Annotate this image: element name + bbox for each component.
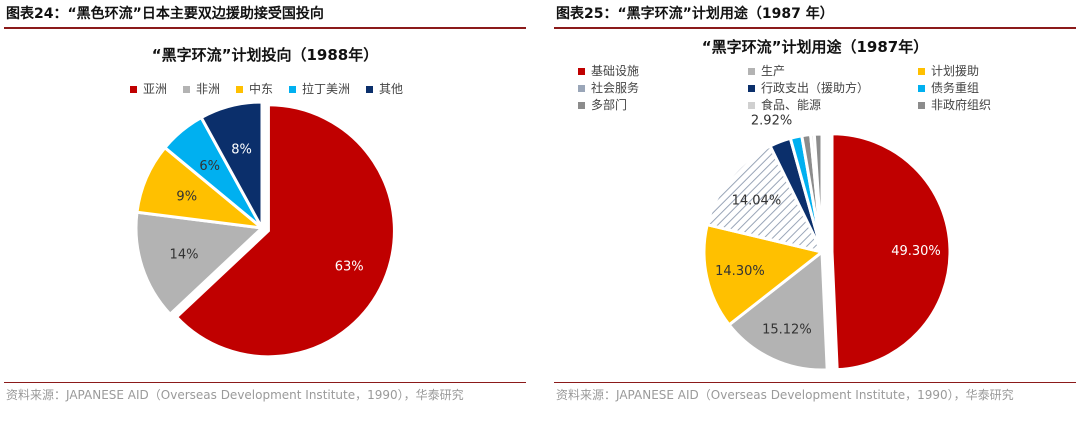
legend-label: 亚洲 (143, 82, 168, 96)
pie-slice-2 (702, 222, 826, 327)
legend-label: 基础设施 (591, 64, 640, 78)
left-figure-title: 图表24：“黑色环流”日本主要双边援助接受国投向 (6, 6, 324, 22)
pie-data-label: 9% (176, 189, 197, 204)
legend-label: 拉丁美洲 (302, 82, 351, 96)
pie-slice-1 (134, 210, 266, 317)
left-pie-chart: 63% 14% 9%6% 8% (134, 100, 396, 359)
legend-item: 拉丁美洲 (289, 80, 350, 97)
legend-label: 食品、能源 (761, 98, 822, 112)
pie-slice-3 (705, 143, 825, 255)
right-chart-title: “黑字环流”计划用途（1987年） (701, 38, 929, 56)
left-source-note: 资料来源：JAPANESE AID（Overseas Development I… (6, 388, 464, 402)
legend-swatch (748, 102, 755, 109)
pie-data-label: 8% (231, 143, 252, 158)
legend-label: 其他 (379, 82, 404, 96)
pie-slice-1 (727, 249, 829, 372)
legend-item: 基础设施 (578, 62, 639, 79)
right-source-note: 资料来源：JAPANESE AID（Overseas Development I… (556, 388, 1014, 402)
legend-label: 多部门 (591, 98, 628, 112)
legend-swatch (578, 68, 585, 75)
legend-swatch (748, 68, 755, 75)
legend-item: 非洲 (183, 80, 220, 97)
legend-label: 中东 (249, 82, 274, 96)
pie-data-label: 15.12% (762, 322, 812, 337)
legend-swatch (183, 86, 190, 93)
pie-data-label: 2.92% (751, 113, 792, 128)
legend-label: 社会服务 (591, 81, 640, 95)
pie-data-label: 49.30% (891, 244, 941, 259)
legend-swatch (578, 102, 585, 109)
pie-data-label: 14.04% (732, 194, 782, 209)
pie-data-label: 63% (335, 260, 364, 275)
legend-swatch (130, 86, 137, 93)
left-source-rule (4, 382, 526, 383)
legend-item: 其他 (366, 80, 403, 97)
pie-slice-0 (174, 103, 396, 359)
legend-swatch (918, 85, 925, 92)
legend-label: 债务重组 (931, 81, 980, 95)
pie-slice-0 (830, 132, 952, 372)
legend-swatch (289, 86, 296, 93)
pie-slice-4 (199, 100, 264, 229)
legend-item: 债务重组 (918, 79, 979, 96)
legend-swatch (918, 68, 925, 75)
legend-item: 中东 (236, 80, 273, 97)
legend-label: 非洲 (196, 82, 221, 96)
legend-item: 食品、能源 (748, 96, 821, 113)
right-figure-title: 图表25：“黑字环流”计划用途（1987 年） (556, 6, 834, 22)
legend-item: 计划援助 (918, 62, 979, 79)
pie-data-label: 6% (199, 159, 220, 174)
pie-slice-8 (812, 132, 824, 253)
right-pie-chart: 49.30% 15.12% 14.30% 14.04% 2.92%1.58% (702, 112, 952, 372)
pie-data-label: 1.58% (768, 112, 809, 115)
legend-label: 计划援助 (931, 64, 980, 78)
right-chart-legend: 基础设施 生产 计划援助社会服务 行政支出（援助方） 债务重组多部门 食品、能源 非政府组织 (578, 62, 1068, 116)
legend-item: 亚洲 (130, 80, 167, 97)
legend-swatch (748, 85, 755, 92)
pie-data-label: 14% (170, 247, 199, 262)
legend-swatch (918, 102, 925, 109)
left-chart-legend: 亚洲 非洲 中东 拉丁美洲 其他 (0, 80, 530, 100)
legend-item: 生产 (748, 62, 785, 79)
left-figure-panel: 图表24：“黑色环流”日本主要双边援助接受国投向 “黑字环流”计划投向（1988… (0, 0, 530, 436)
left-title-rule (4, 27, 526, 29)
pie-data-label: 14.30% (715, 264, 765, 279)
right-source-rule (554, 382, 1076, 383)
legend-item: 非政府组织 (918, 96, 991, 113)
legend-swatch (366, 86, 373, 93)
legend-item: 行政支出（援助方） (748, 79, 869, 96)
legend-swatch (236, 86, 243, 93)
left-chart-title: “黑字环流”计划投向（1988年） (151, 46, 379, 64)
legend-label: 行政支出（援助方） (761, 81, 870, 95)
legend-label: 生产 (761, 64, 786, 78)
legend-item: 社会服务 (578, 79, 639, 96)
right-figure-panel: 图表25：“黑字环流”计划用途（1987 年） “黑字环流”计划用途（1987年… (550, 0, 1080, 436)
legend-swatch (578, 85, 585, 92)
legend-item: 多部门 (578, 96, 627, 113)
right-title-rule (554, 27, 1076, 29)
legend-label: 非政府组织 (931, 98, 992, 112)
